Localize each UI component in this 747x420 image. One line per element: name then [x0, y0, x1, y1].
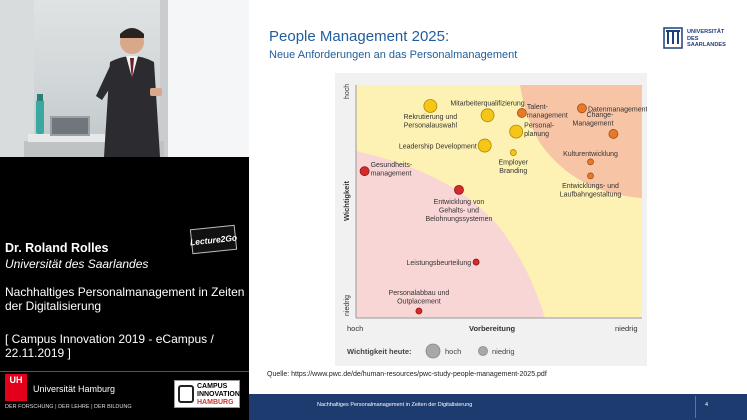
- cih-mark-icon: [178, 385, 194, 403]
- chart-point: [587, 158, 594, 166]
- cih-line3: HAMBURG: [197, 399, 234, 406]
- chart-point: [480, 108, 495, 123]
- talk-info: Lecture2Go Dr. Roland Rolles Universität…: [0, 157, 249, 420]
- uh-name: Universität Hamburg: [33, 384, 116, 394]
- chart-point: [577, 103, 587, 114]
- chart-point: [608, 129, 619, 139]
- chart-point-label: Datenmanagement: [588, 106, 647, 113]
- chart-point-label: Kulturentwicklung: [563, 151, 618, 158]
- chart-point: [472, 258, 480, 266]
- talk-title: Nachhaltiges Personalmanagement in Zeite…: [5, 285, 245, 313]
- legend-low-marker: [478, 346, 488, 356]
- chart-point-label: Employer Branding: [499, 160, 529, 176]
- speaker-panel: Lecture2Go Dr. Roland Rolles Universität…: [0, 0, 249, 420]
- chart-point-label: Mitarbeiterqualifizierung: [450, 100, 524, 107]
- slide-footer: Nachhaltiges Personalmanagement in Zeite…: [249, 394, 747, 420]
- x-right-label: niedrig: [615, 324, 638, 333]
- y-axis-title: Wichtigkeit: [342, 181, 351, 221]
- chart-point-label: Change-Management: [573, 112, 615, 128]
- speaker-name: Dr. Roland Rolles: [5, 241, 109, 255]
- chart-point: [509, 124, 524, 139]
- speaker-university: Universität des Saarlandes: [5, 257, 149, 271]
- chart-point: [454, 184, 464, 195]
- saarland-university-logo: UNIVERSITÄT DES SAARLANDES: [663, 27, 741, 51]
- chart-point-label: Talent-management: [527, 104, 568, 120]
- chart-point-label: Entwicklungs- und Laufbahngestaltung: [560, 183, 622, 199]
- slide-subtitle: Neue Anforderungen an das Personalmanage…: [269, 49, 518, 61]
- x-axis-title: Vorbereitung: [469, 324, 516, 333]
- chart-point: [423, 99, 438, 113]
- chart-point-label: Entwicklung von Gehalts- und Belohnungssys…: [425, 199, 492, 223]
- footer-title: Nachhaltiges Personalmanagement in Zeite…: [317, 402, 473, 408]
- zone-pink: [356, 151, 545, 318]
- chart-point-label: Personal-planung: [524, 123, 555, 139]
- saar-line3: SAARLANDES: [687, 42, 726, 48]
- chart-point-label: Leistungsbeurteilung: [407, 260, 472, 267]
- university-emblem-icon: [663, 27, 683, 49]
- source-citation: Quelle: https://www.pwc.de/de/human-reso…: [267, 371, 547, 378]
- legend-title: Wichtigkeit heute:: [347, 347, 412, 356]
- uh-box: UH: [5, 374, 27, 401]
- legend-low-label: niedrig: [492, 347, 515, 356]
- y-top-label: hoch: [344, 84, 351, 99]
- cih-line2: INNOVATION: [197, 391, 240, 398]
- points-layer: Mitarbeiterqualifizierung Rekrutierung un…: [359, 99, 648, 315]
- speaker-video[interactable]: [0, 0, 249, 157]
- saar-line2: DES: [687, 35, 699, 42]
- y-bottom-label: niedrig: [344, 295, 351, 316]
- chart-point-label: Gesundheits-management: [371, 162, 413, 178]
- chart-point: [415, 307, 423, 315]
- chart-point-label: Rekrutierung und Personalauswahl: [404, 114, 458, 130]
- chart-point: [509, 149, 517, 156]
- x-left-label: hoch: [347, 324, 363, 333]
- chart-point: [587, 172, 594, 180]
- zone-orange: [520, 85, 642, 198]
- divider: [0, 371, 249, 372]
- chart-point: [516, 108, 527, 118]
- campus-innovation-logo: CAMPUS INNOVATION HAMBURG: [174, 380, 240, 408]
- uh-subtitle: DER FORSCHUNG | DER LEHRE | DER BILDUNG: [5, 404, 132, 410]
- presentation-slide: People Management 2025: Neue Anforderung…: [249, 0, 747, 394]
- footer-divider: [695, 396, 696, 418]
- event-info: [ Campus Innovation 2019 - eCampus / 22.…: [5, 332, 214, 360]
- lecture2go-logo-text: Lecture2Go: [189, 232, 238, 247]
- cih-line1: CAMPUS: [197, 383, 228, 390]
- video-frame-illustration: [0, 0, 249, 157]
- page-number: 4: [705, 402, 709, 408]
- slide-title: People Management 2025:: [269, 28, 450, 45]
- chart-point-label: Personalabbau und Outplacement: [389, 290, 450, 306]
- saar-line1: UNIVERSITÄT: [687, 29, 725, 35]
- legend-high-label: hoch: [445, 347, 461, 356]
- lecture2go-logo: Lecture2Go: [189, 224, 238, 255]
- chart-svg: hoch niedrig Wichtigkeit hoch Vorbereitu…: [342, 84, 648, 359]
- chart-point: [477, 138, 492, 153]
- chart-point: [359, 166, 370, 177]
- legend-high-marker: [425, 343, 441, 359]
- chart-point-label: Leadership Development: [399, 144, 477, 151]
- priority-matrix-chart: hoch niedrig Wichtigkeit hoch Vorbereitu…: [335, 73, 648, 366]
- uni-hamburg-logo: UH Universität Hamburg DER FORSCHUNG | D…: [5, 374, 135, 414]
